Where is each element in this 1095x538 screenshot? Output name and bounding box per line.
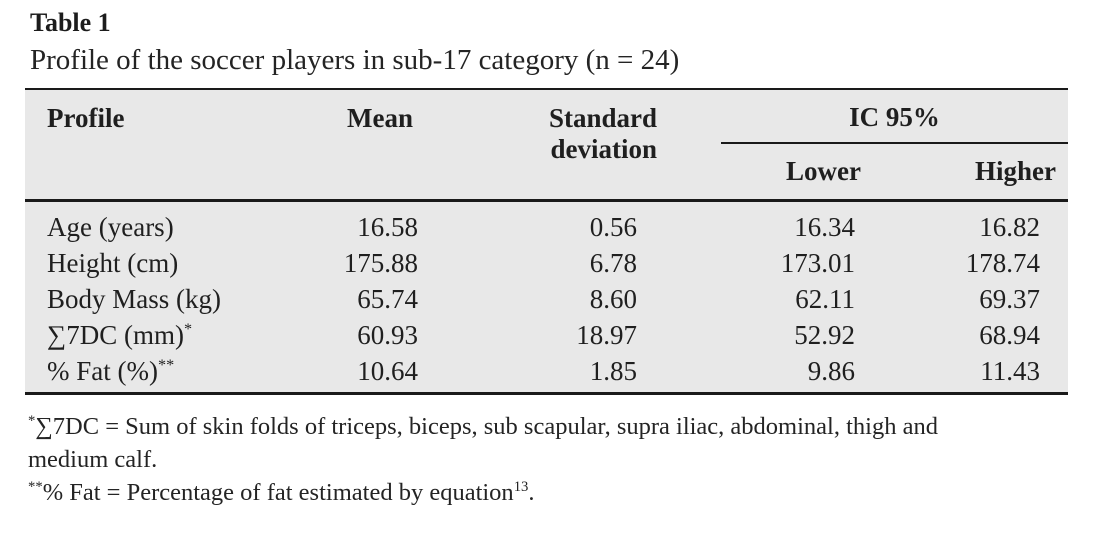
row-label-text: % Fat (%) bbox=[47, 356, 158, 387]
table-caption: Profile of the soccer players in sub-17 … bbox=[30, 43, 680, 76]
table-row-sum7dc: ∑7DC (mm)* 60.93 18.97 52.92 68.94 bbox=[25, 317, 1068, 353]
cell-lower: 16.34 bbox=[794, 212, 855, 243]
cell-lower: 9.86 bbox=[807, 356, 855, 387]
profile-table: Profile Mean Standard deviation IC 95% L… bbox=[25, 88, 1069, 396]
row-label-sup: ** bbox=[157, 356, 175, 375]
footnote-fat: **% Fat = Percentage of fat estimated by… bbox=[28, 476, 1095, 509]
cell-lower: 52.92 bbox=[794, 320, 855, 351]
cell-sd: 6.78 bbox=[589, 248, 637, 279]
col-header-profile: Profile bbox=[47, 103, 125, 134]
row-label-text: Age (years) bbox=[47, 212, 174, 243]
table-row-body-mass: Body Mass (kg) 65.74 8.60 62.11 69.37 bbox=[25, 281, 1068, 317]
data-table: Profile Mean Standard deviation IC 95% L… bbox=[25, 88, 1069, 396]
footnote-double-asterisk: ** bbox=[28, 478, 43, 495]
row-label: Body Mass (kg) bbox=[25, 281, 310, 317]
footnote-text: ∑7DC = Sum of skin folds of triceps, bic… bbox=[35, 413, 938, 441]
row-label: ∑7DC (mm)* bbox=[25, 317, 310, 353]
row-label-text: ∑7DC (mm) bbox=[47, 320, 184, 351]
cell-mean: 175.88 bbox=[343, 248, 418, 279]
table-row-height: Height (cm) 175.88 6.78 173.01 178.74 bbox=[25, 245, 1068, 281]
cell-lower: 62.11 bbox=[795, 284, 855, 315]
row-label: Height (cm) bbox=[25, 245, 310, 281]
cell-mean: 16.58 bbox=[357, 212, 418, 243]
cell-sd: 0.56 bbox=[589, 212, 637, 243]
cell-mean: 65.74 bbox=[357, 284, 418, 315]
row-label-text: Height (cm) bbox=[47, 248, 179, 279]
col-header-standard-deviation: Standard deviation bbox=[548, 103, 657, 165]
cell-sd: 18.97 bbox=[576, 320, 637, 351]
ic95-label: IC 95% bbox=[721, 103, 1069, 145]
row-label-text: Body Mass (kg) bbox=[47, 284, 221, 315]
row-label: % Fat (%)** bbox=[25, 353, 310, 394]
cell-higher: 11.43 bbox=[980, 356, 1041, 387]
col-header-mean: Mean bbox=[347, 103, 413, 134]
col-header-ic95: IC 95% bbox=[665, 89, 1069, 145]
table-body: Age (years) 16.58 0.56 16.34 16.82 Heigh… bbox=[25, 201, 1068, 394]
col-header-higher: Higher bbox=[975, 156, 1057, 187]
row-label: Age (years) bbox=[25, 201, 310, 246]
cell-sd: 8.60 bbox=[589, 284, 637, 315]
cell-mean: 10.64 bbox=[357, 356, 418, 387]
cell-higher: 69.37 bbox=[979, 284, 1041, 315]
table-label: Table 1 bbox=[30, 8, 111, 37]
cell-higher: 16.82 bbox=[979, 212, 1041, 243]
footnote-sum7dc-line1: *∑7DC = Sum of skin folds of triceps, bi… bbox=[28, 410, 1095, 443]
footnote-sum7dc-line2: medium calf. bbox=[28, 446, 158, 474]
footnote-period: . bbox=[528, 479, 535, 507]
row-label-sup: * bbox=[184, 320, 193, 339]
cell-sd: 1.85 bbox=[589, 356, 637, 387]
paper-table-figure: Table 1 Profile of the soccer players in… bbox=[0, 8, 1095, 509]
cell-mean: 60.93 bbox=[357, 320, 418, 351]
col-header-lower: Lower bbox=[786, 156, 861, 187]
footnote-citation-13: 13 bbox=[513, 478, 529, 495]
footnotes: *∑7DC = Sum of skin folds of triceps, bi… bbox=[28, 410, 1095, 509]
footnote-asterisk: * bbox=[28, 412, 36, 429]
cell-lower: 173.01 bbox=[780, 248, 855, 279]
table-row-fat: % Fat (%)** 10.64 1.85 9.86 11.43 bbox=[25, 353, 1068, 394]
cell-higher: 178.74 bbox=[965, 248, 1041, 279]
table-row-age: Age (years) 16.58 0.56 16.34 16.82 bbox=[25, 201, 1068, 246]
table-header: Profile Mean Standard deviation IC 95% L… bbox=[25, 89, 1069, 201]
footnote-text: % Fat = Percentage of fat estimated by e… bbox=[42, 479, 514, 507]
cell-higher: 68.94 bbox=[979, 320, 1041, 351]
